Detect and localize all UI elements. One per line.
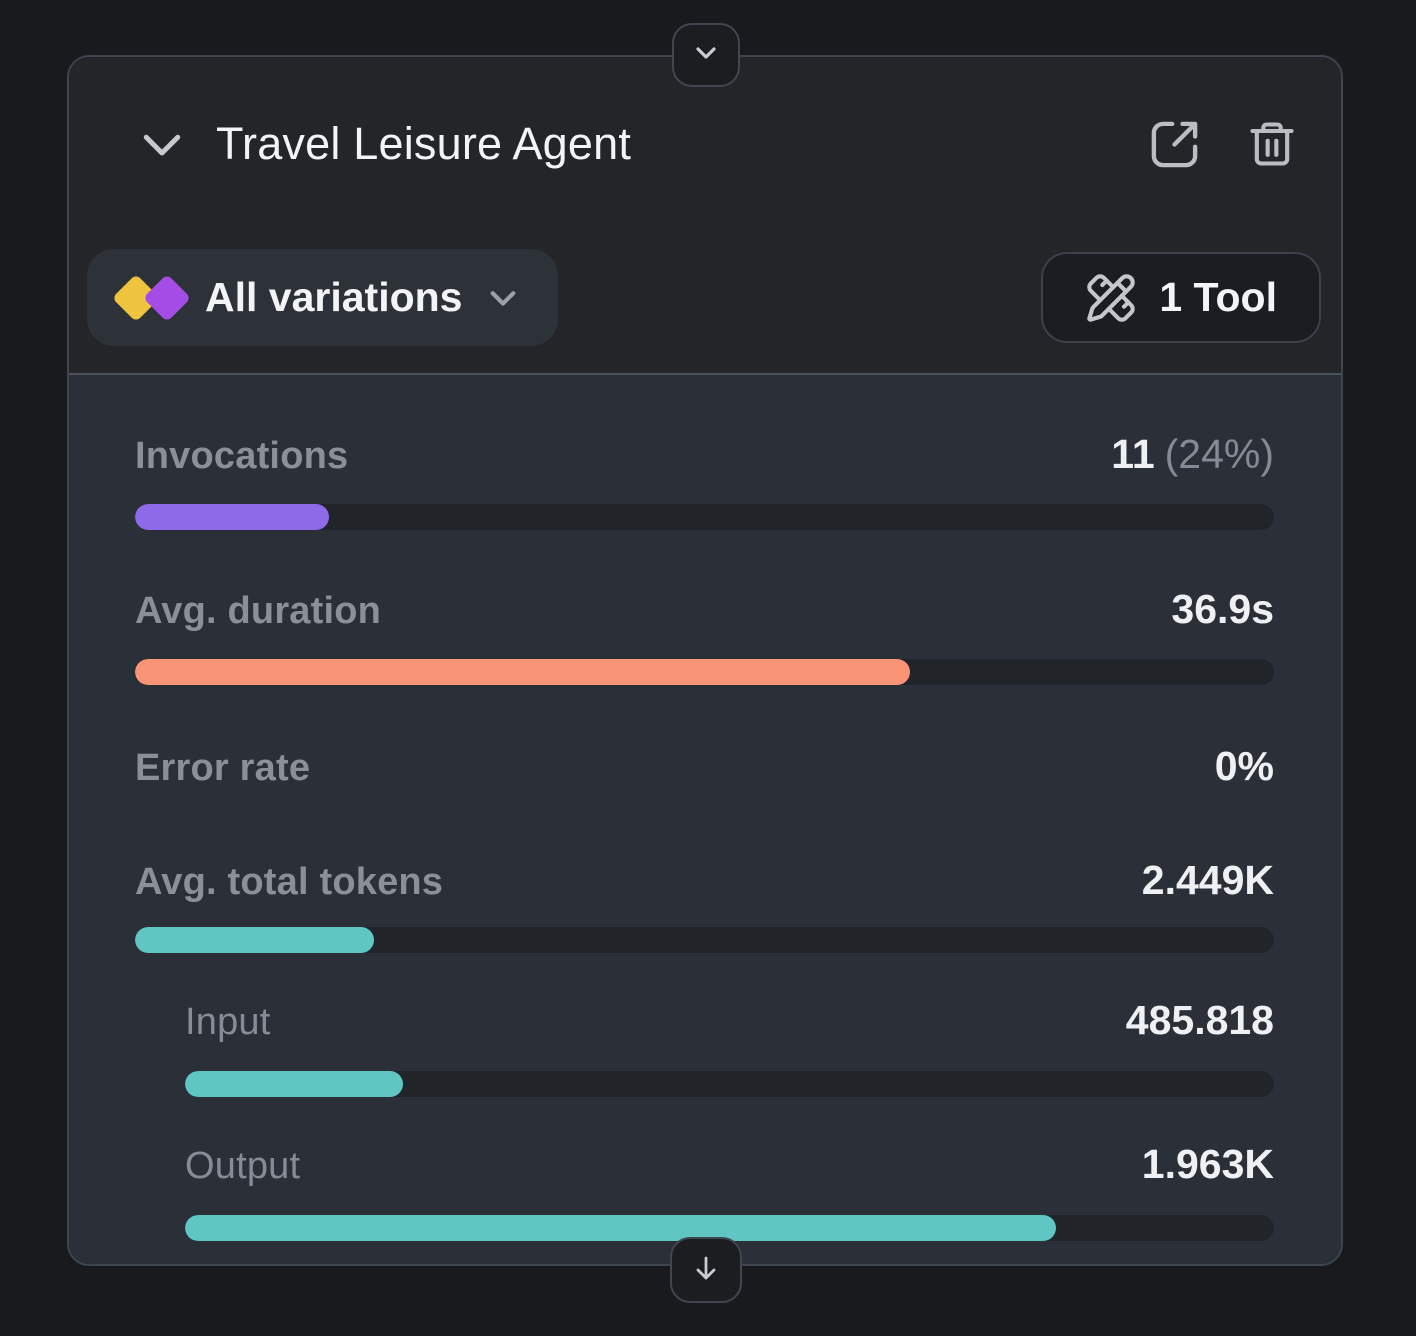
- arrow-down-icon: [690, 1252, 722, 1289]
- tools-count-label: 1 Tool: [1159, 274, 1277, 320]
- metric-row-error-rate: Error rate 0%: [135, 743, 1274, 791]
- input-tokens-progress-bar: [185, 1071, 403, 1097]
- agent-card-header: Travel Leisure Agent All varia: [69, 57, 1341, 375]
- metric-value: 0%: [1214, 743, 1274, 789]
- metric-label: Output: [185, 1145, 301, 1187]
- chevron-down-icon: [484, 279, 522, 317]
- metric-value: 11 (24%): [1111, 431, 1274, 477]
- variations-dropdown[interactable]: All variations: [87, 249, 559, 346]
- collapse-card-button[interactable]: [672, 23, 740, 87]
- metric-label: Error rate: [135, 747, 311, 789]
- progress-track: [135, 927, 1274, 953]
- avg-duration-progress-bar: [135, 659, 910, 685]
- metrics-panel: Invocations 11 (24%) Avg. duration 36.9s: [69, 375, 1341, 1264]
- chevron-down-icon: [690, 37, 722, 74]
- progress-track: [135, 504, 1274, 530]
- progress-track: [185, 1215, 1274, 1241]
- metric-row-invocations: Invocations 11 (24%): [135, 431, 1274, 530]
- pencil-ruler-icon: [1085, 272, 1137, 324]
- metric-label: Invocations: [135, 435, 349, 477]
- tools-button[interactable]: 1 Tool: [1041, 252, 1321, 343]
- metric-row-avg-duration: Avg. duration 36.9s: [135, 586, 1274, 685]
- metric-label: Input: [185, 1001, 271, 1043]
- agent-card: Travel Leisure Agent All varia: [67, 55, 1343, 1266]
- diamond-purple-icon: [142, 273, 192, 322]
- chevron-down-icon[interactable]: [135, 117, 189, 171]
- progress-track: [135, 659, 1274, 685]
- metric-row-avg-total-tokens: Avg. total tokens 2.449K: [135, 857, 1274, 953]
- variations-label: All variations: [205, 274, 463, 320]
- metric-value: 36.9s: [1171, 586, 1274, 632]
- metric-row-input-tokens: Input 485.818: [185, 997, 1274, 1097]
- invocations-progress-bar: [135, 504, 329, 530]
- agent-title: Travel Leisure Agent: [216, 118, 632, 169]
- avg-total-tokens-progress-bar: [135, 927, 375, 953]
- open-external-link-icon[interactable]: [1147, 117, 1202, 172]
- progress-track: [185, 1071, 1274, 1097]
- output-tokens-progress-bar: [185, 1215, 1057, 1241]
- metric-value: 1.963K: [1141, 1141, 1274, 1187]
- expand-card-button[interactable]: [670, 1237, 742, 1303]
- metric-label: Avg. duration: [135, 590, 382, 632]
- metric-label: Avg. total tokens: [135, 861, 444, 903]
- metric-value: 2.449K: [1141, 857, 1274, 903]
- trash-icon[interactable]: [1244, 117, 1299, 172]
- variations-diamonds-icon: [109, 264, 205, 332]
- metric-value: 485.818: [1125, 997, 1274, 1043]
- metric-value-percent: (24%): [1164, 431, 1274, 477]
- metric-row-output-tokens: Output 1.963K: [185, 1141, 1274, 1241]
